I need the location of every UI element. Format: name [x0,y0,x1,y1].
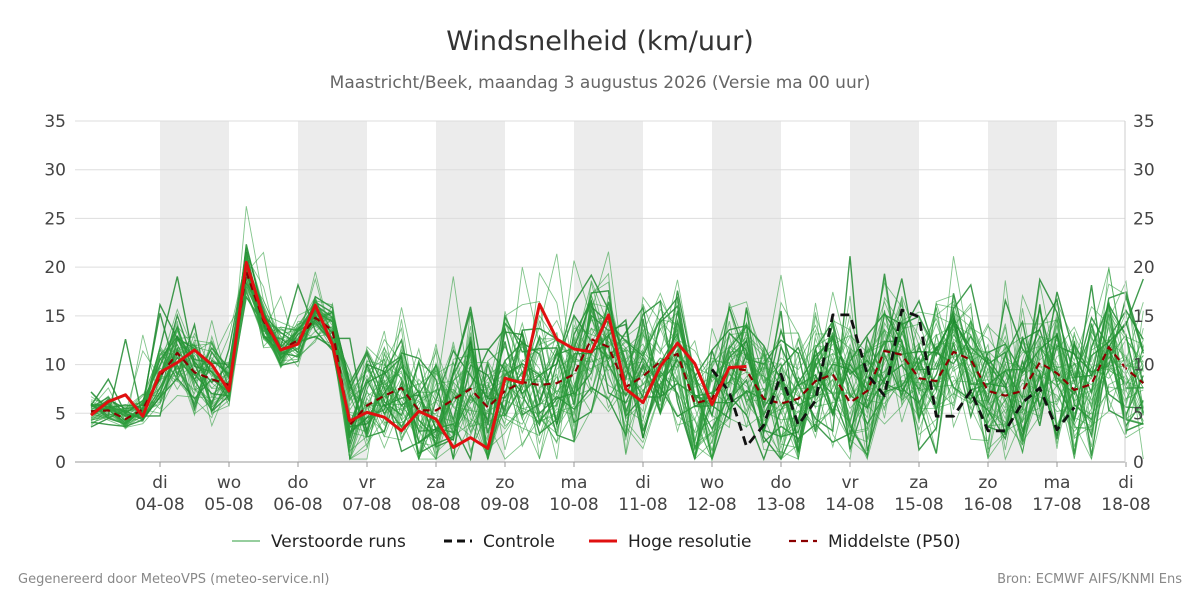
x-tick-day: zo [495,473,514,493]
x-tick-date: 10-08 [549,495,598,515]
x-tick-day: di [1118,473,1134,493]
x-tick-day: za [426,473,445,493]
x-tick-date: 05-08 [204,495,253,515]
x-tick-day: do [287,473,308,493]
footer-source: Bron: ECMWF AIFS/KNMI Ens [997,572,1182,587]
legend: Verstoorde runs Controle Hoge resolutie Mid… [232,532,961,552]
ensemble-member-line [90,252,1144,460]
axes [75,121,1127,467]
y-tick-label-right: 25 [1133,209,1155,229]
y-tick-label-left: 25 [44,209,66,229]
chart-subtitle: Maastricht/Beek, maandag 3 augustus 2026… [329,73,871,93]
x-tick-day: ma [561,473,588,493]
x-tick-day: di [152,473,168,493]
ensemble-member-line [90,264,1144,454]
y-tick-label-left: 35 [44,112,66,132]
series-line-controle [710,308,1076,448]
x-tick-day: wo [217,473,241,493]
footer-credit: Gegenereerd door MeteoVPS (meteo-service… [18,572,330,587]
x-tick-day: di [635,473,651,493]
x-tick-day: wo [700,473,724,493]
x-tick-day: ma [1044,473,1071,493]
x-tick-date: 12-08 [687,495,736,515]
x-tick-date: 06-08 [273,495,322,515]
x-tick-day: za [909,473,928,493]
ensemble-member-line [90,290,1144,460]
y-tick-label-right: 30 [1133,161,1155,181]
ensemble-member-line [90,246,1144,460]
x-tick-date: 08-08 [411,495,460,515]
legend-p50-label: Middelste (P50) [828,532,961,552]
y-tick-label-left: 5 [55,404,66,424]
ensemble-member-line [90,261,1144,461]
x-tick-date: 13-08 [756,495,805,515]
y-tick-label-right: 15 [1133,307,1155,327]
series-line-hoge-resolutie [90,260,747,450]
x-tick-date: 14-08 [825,495,874,515]
x-tick-date: 15-08 [894,495,943,515]
y-tick-label-right: 0 [1133,453,1144,473]
legend-ensemble-label: Verstoorde runs [271,532,406,552]
x-tick-day: do [770,473,791,493]
y-tick-label-right: 10 [1133,356,1155,376]
y-tick-label-right: 35 [1133,112,1155,132]
x-tick-day: vr [841,473,858,493]
series-line-p50 [90,270,1145,427]
y-tick-label-left: 20 [44,258,66,278]
x-tick-date: 17-08 [1032,495,1081,515]
ensemble-member-line [90,255,1144,461]
x-tick-date: 18-08 [1101,495,1150,515]
ensemble-member-line [90,263,1144,459]
main-series-lines [90,260,1145,450]
chart-title: Windsnelheid (km/uur) [446,26,754,57]
y-tick-label-left: 30 [44,161,66,181]
x-tick-date: 04-08 [135,495,184,515]
y-tick-label-right: 20 [1133,258,1155,278]
y-tick-label-right: 5 [1133,404,1144,424]
y-tick-label-left: 0 [55,453,66,473]
x-tick-date: 09-08 [480,495,529,515]
x-tick-day: vr [358,473,375,493]
y-tick-label-left: 10 [44,356,66,376]
legend-hoge-resolutie-label: Hoge resolutie [628,532,752,552]
x-tick-date: 07-08 [342,495,391,515]
y-tick-label-left: 15 [44,307,66,327]
x-tick-date: 11-08 [618,495,667,515]
x-tick-date: 16-08 [963,495,1012,515]
shaded-band [850,121,919,462]
legend-controle-label: Controle [483,532,555,552]
x-tick-day: zo [978,473,997,493]
